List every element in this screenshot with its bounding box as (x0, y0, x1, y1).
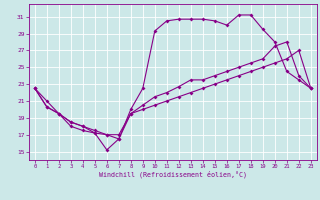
X-axis label: Windchill (Refroidissement éolien,°C): Windchill (Refroidissement éolien,°C) (99, 171, 247, 178)
